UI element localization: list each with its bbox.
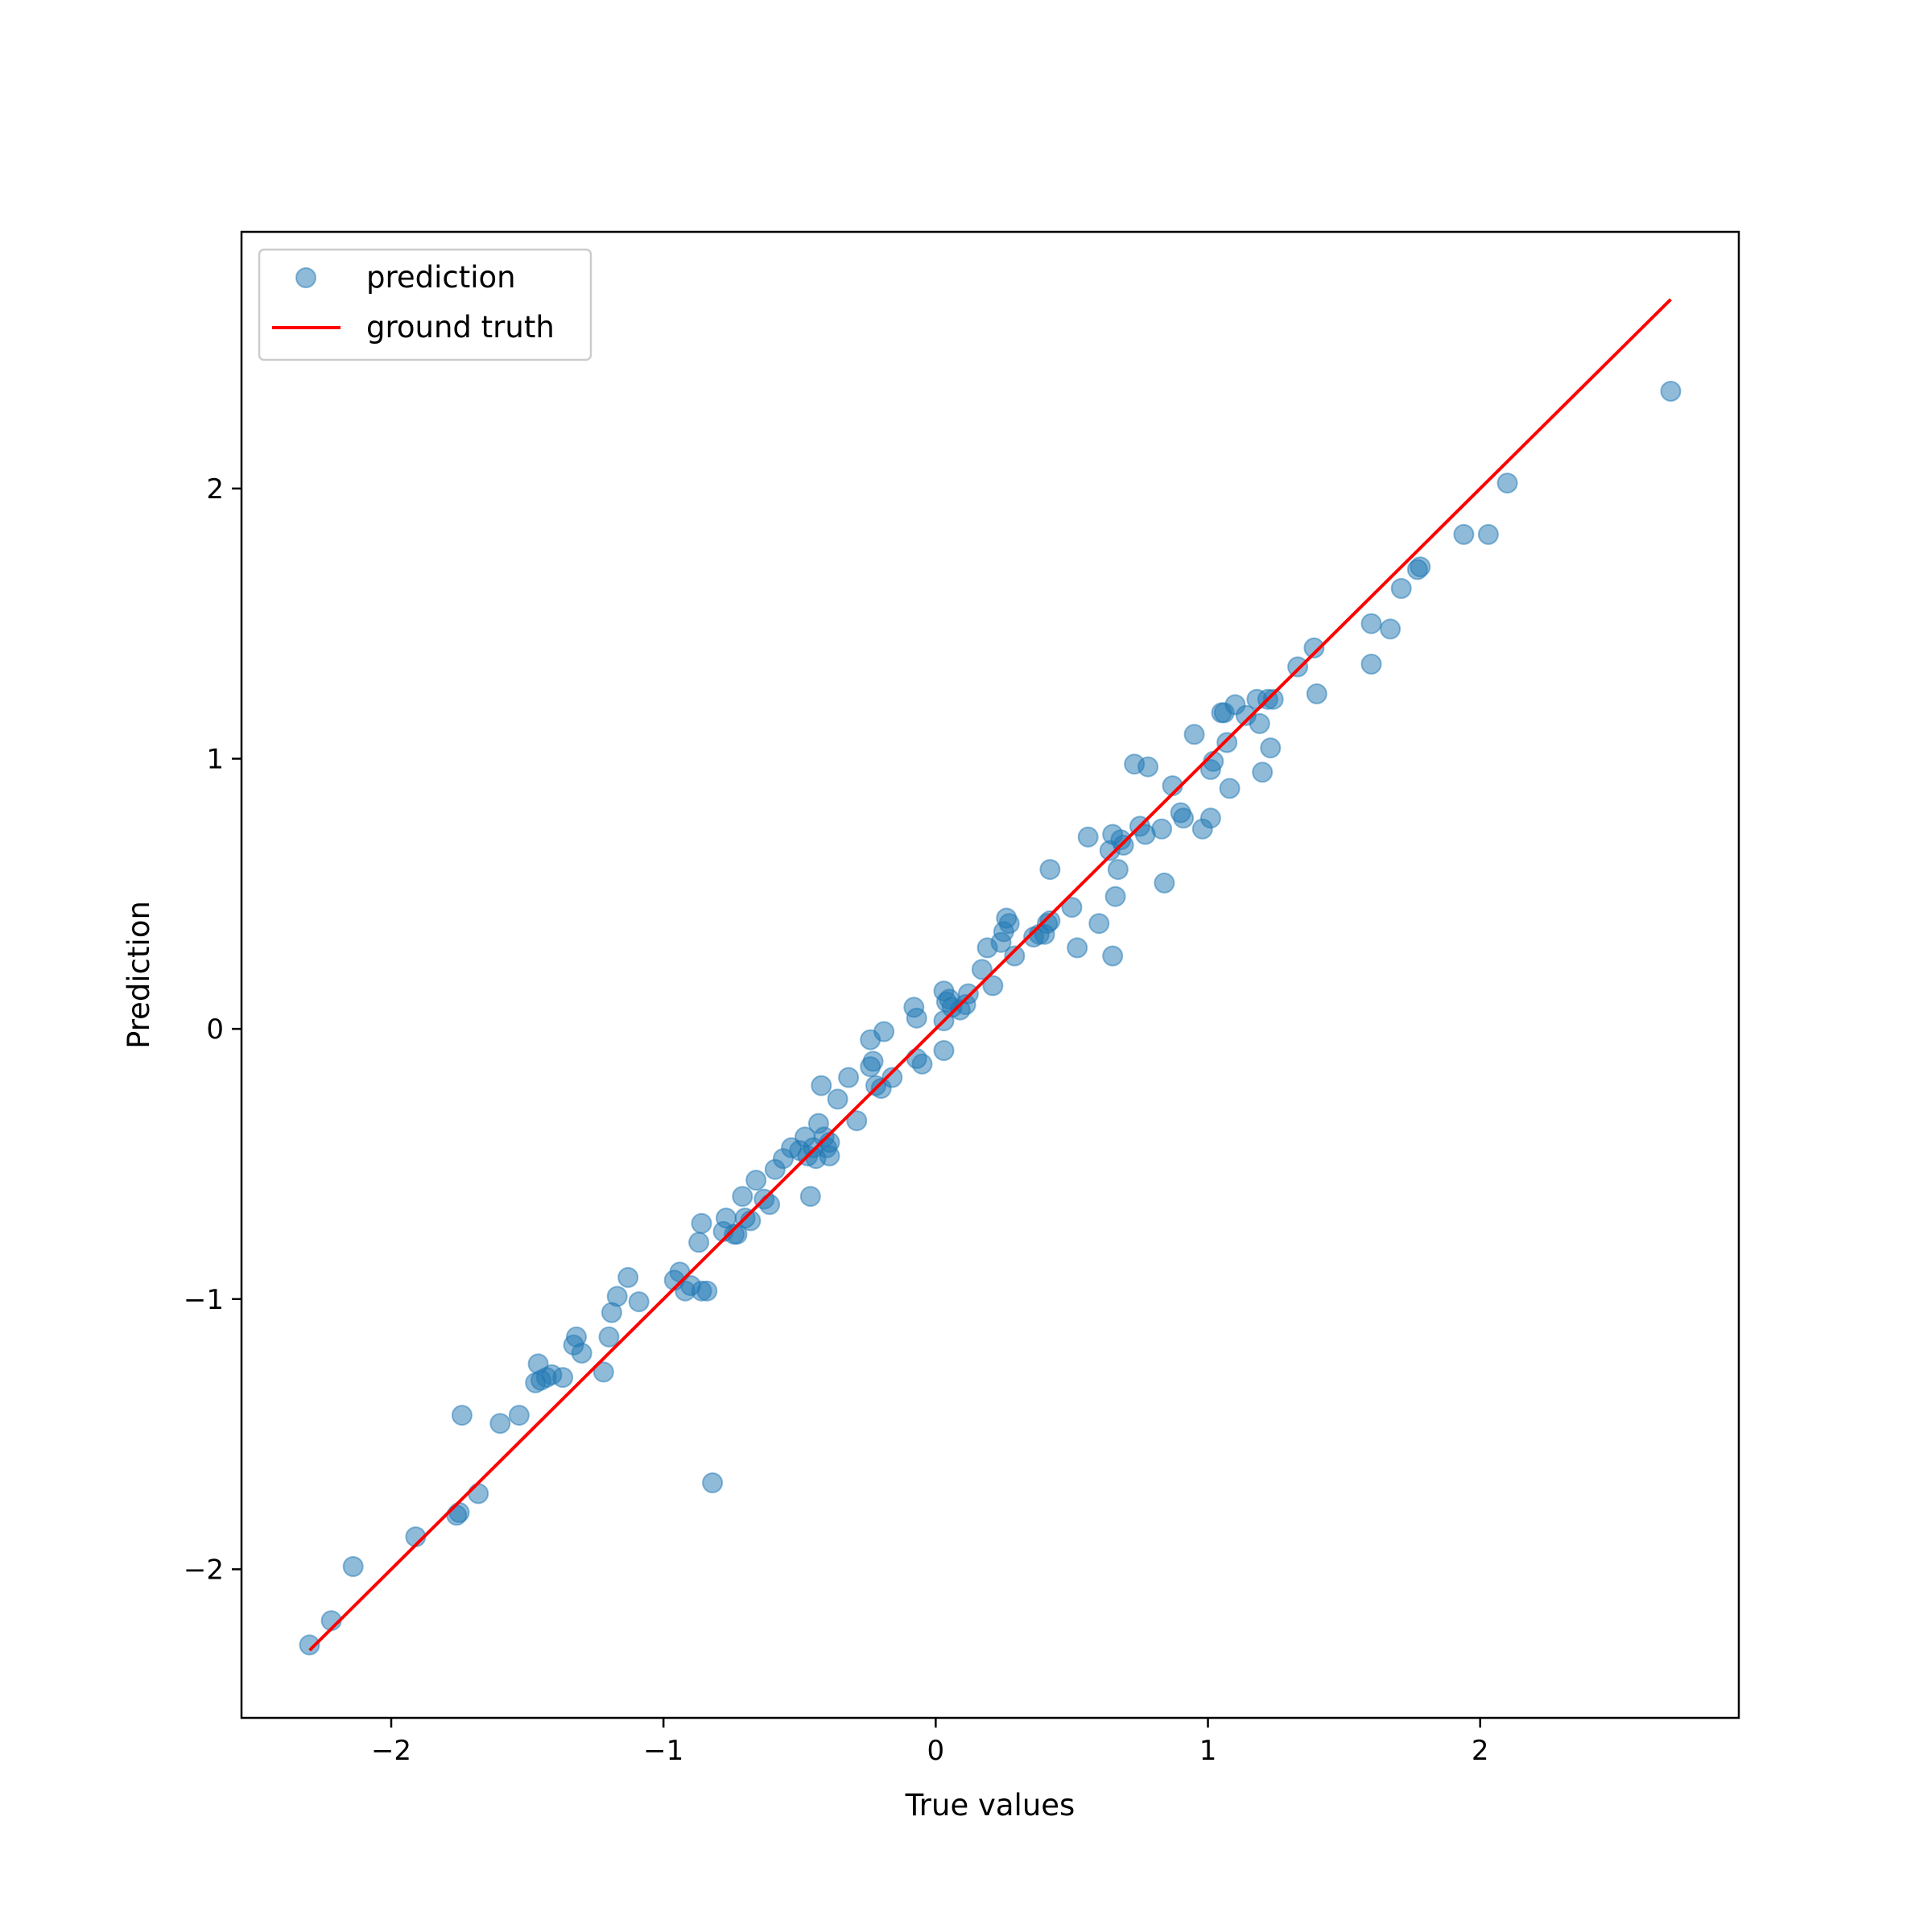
scatter-point <box>617 1266 639 1288</box>
scatter-point <box>846 1110 868 1132</box>
y-tick-label: 0 <box>206 1013 224 1046</box>
scatter-point <box>508 1405 530 1426</box>
scatter-point <box>838 1067 860 1088</box>
scatter-point <box>1107 859 1129 881</box>
scatter-point <box>1496 473 1518 494</box>
scatter-point <box>1219 778 1241 799</box>
y-tick-label: 1 <box>206 743 224 775</box>
scatter-point <box>696 1280 718 1302</box>
scatter-point <box>448 1501 470 1523</box>
scatter-point <box>1154 872 1175 894</box>
scatter-point <box>1262 688 1284 710</box>
scatter-point <box>732 1186 753 1208</box>
scatter-point <box>1067 937 1088 959</box>
scatter-point <box>1360 613 1382 634</box>
scatter-point <box>1249 712 1270 734</box>
scatter-point <box>982 975 1004 997</box>
scatter-point <box>1390 578 1412 599</box>
y-axis: −2 −1 0 1 2 <box>184 473 242 1586</box>
scatter-point <box>881 1067 903 1088</box>
x-tick-label: 0 <box>927 1735 945 1767</box>
scatter-point <box>933 1040 955 1061</box>
scatter-point <box>688 1232 710 1253</box>
scatter-point <box>489 1413 511 1435</box>
scatter-point <box>552 1367 574 1389</box>
scatter-point <box>1453 523 1475 545</box>
scatter-point <box>1303 637 1325 658</box>
x-tick-label: 1 <box>1199 1735 1217 1767</box>
scatter-point <box>628 1291 650 1313</box>
scatter-point <box>1061 897 1083 919</box>
scatter-point <box>906 1007 927 1029</box>
scatter-point <box>1151 818 1173 840</box>
legend-prediction-marker <box>295 267 316 288</box>
scatter-point <box>1039 910 1061 931</box>
scatter-point <box>971 959 993 980</box>
scatter-point <box>873 1021 895 1042</box>
legend-box <box>258 248 592 361</box>
scatter-point <box>1039 859 1061 881</box>
scatter-point <box>702 1472 724 1493</box>
scatter-point <box>342 1556 364 1577</box>
scatter-point <box>1137 756 1159 778</box>
scatter-point <box>1183 724 1205 745</box>
scatter-point <box>691 1212 712 1234</box>
scatter-point <box>571 1342 592 1364</box>
plot-area <box>299 298 1682 1656</box>
x-tick-label: −2 <box>371 1735 411 1767</box>
scatter-point <box>1660 381 1682 402</box>
scatter-point <box>1104 886 1126 907</box>
scatter-point <box>1004 945 1026 967</box>
scatter-point <box>862 1051 884 1072</box>
scatter-point <box>819 1145 840 1166</box>
scatter-point <box>957 983 979 1005</box>
scatter-point <box>1216 732 1238 753</box>
legend: prediction ground truth <box>258 248 592 361</box>
y-axis-label: Prediction <box>122 901 156 1049</box>
legend-prediction-label: prediction <box>366 260 516 295</box>
y-tick-label: −2 <box>184 1554 224 1586</box>
x-tick-label: −1 <box>643 1735 683 1767</box>
scatter-point <box>299 1634 320 1656</box>
scatter-point <box>1102 945 1124 967</box>
x-axis: −2 −1 0 1 2 <box>371 1718 1489 1767</box>
scatter-point <box>592 1361 614 1383</box>
scatter-point <box>1360 654 1382 675</box>
scatter-point <box>745 1170 767 1191</box>
axes-frame <box>240 230 1740 1719</box>
scatter-point <box>1252 762 1274 783</box>
scatter-point <box>998 913 1020 935</box>
scatter-point <box>468 1483 489 1505</box>
scatter-point <box>451 1405 473 1426</box>
scatter-point <box>1380 618 1402 640</box>
scatter-point <box>799 1186 821 1208</box>
scatter-point <box>1260 737 1282 759</box>
scatter-point <box>759 1194 781 1216</box>
scatter-point <box>1088 913 1110 935</box>
scatter-point <box>606 1286 628 1307</box>
scatter-point <box>1306 683 1327 704</box>
y-tick-label: −1 <box>184 1284 224 1316</box>
x-tick-label: 2 <box>1472 1735 1489 1767</box>
scatter-point <box>1410 556 1431 578</box>
scatter-point <box>827 1088 848 1110</box>
ground-truth-line <box>308 298 1672 1652</box>
scatter-point <box>911 1053 933 1075</box>
x-axis-label: True values <box>905 1788 1075 1823</box>
scatter-point <box>1199 807 1221 829</box>
scatter-point <box>598 1326 620 1348</box>
scatter-point <box>811 1075 832 1096</box>
scatter-point <box>1173 807 1195 829</box>
scatter-point <box>1113 834 1134 856</box>
y-tick-label: 2 <box>206 473 224 506</box>
legend-ground-truth-label: ground truth <box>366 310 555 345</box>
scatter-point <box>1477 523 1499 545</box>
scatter-point <box>1287 656 1309 678</box>
scatter-point <box>1077 826 1099 848</box>
